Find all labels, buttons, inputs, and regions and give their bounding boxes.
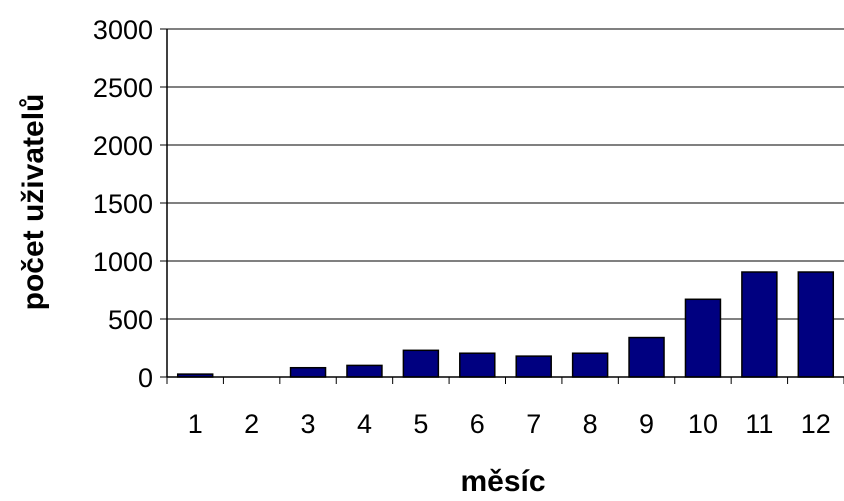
axes [160,28,844,384]
y-tick-label: 2000 [93,131,153,161]
bar-8 [571,352,609,378]
x-tick-label: 10 [688,409,718,439]
x-tick-labels: 1 2 3 4 5 6 7 8 9 10 11 12 [188,409,831,439]
x-axis-title: měsíc [460,465,545,498]
x-tick-label: 1 [188,409,203,439]
bar-9 [628,336,665,378]
bar-7 [515,355,552,378]
gridlines [167,28,844,320]
y-tick-label: 1500 [93,189,153,219]
bar-5 [402,349,440,378]
y-tick-label: 500 [108,305,153,335]
bar-12 [797,271,835,378]
bar-11 [741,271,778,378]
x-tick-label: 4 [357,409,372,439]
x-tick-label: 6 [470,409,485,439]
x-tick-label: 2 [244,409,259,439]
x-tick-label: 11 [745,409,773,439]
y-axis-title: počet uživatelů [17,94,50,311]
y-tick-label: 0 [138,363,153,393]
x-tick-label: 7 [526,409,541,439]
x-tick-label: 3 [301,409,316,439]
x-tick-label: 5 [413,409,428,439]
y-tick-label: 1000 [93,247,153,277]
bar-6 [459,352,496,378]
bar-10 [684,298,722,378]
bars [176,271,835,378]
x-tick-label: 8 [583,409,598,439]
y-tick-label: 3000 [93,15,153,45]
bar-4 [346,364,383,378]
y-tick-labels: 0 500 1000 1500 2000 2500 3000 [93,15,153,393]
bar-3 [289,366,327,378]
y-tick-label: 2500 [93,73,153,103]
x-tick-label: 9 [639,409,654,439]
x-tick-label: 12 [801,409,831,439]
